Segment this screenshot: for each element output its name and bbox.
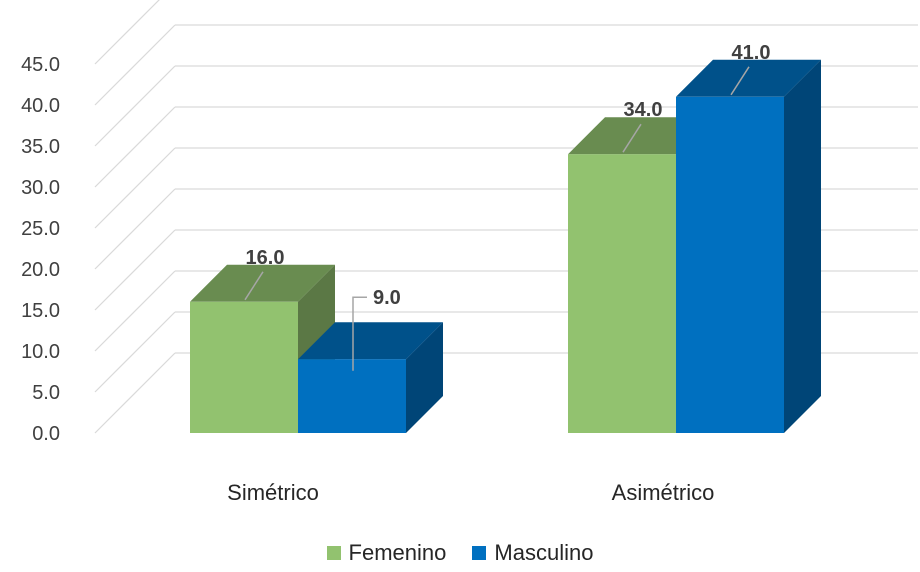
bar-front bbox=[676, 96, 784, 434]
gridline-diagonal bbox=[94, 147, 176, 229]
bar-front bbox=[298, 359, 406, 433]
bar-front bbox=[190, 301, 298, 433]
y-tick-label: 45.0 bbox=[21, 54, 60, 76]
y-tick-label: 5.0 bbox=[32, 382, 60, 404]
gridline-diagonal bbox=[94, 188, 176, 270]
category-label: Asimétrico bbox=[612, 480, 715, 505]
data-label: 16.0 bbox=[246, 247, 285, 269]
y-tick-label: 0.0 bbox=[32, 423, 60, 445]
x-axis: Simétrico Asimétrico bbox=[227, 480, 714, 505]
category-label: Simétrico bbox=[227, 480, 319, 505]
bar-side bbox=[406, 322, 443, 433]
data-label: 9.0 bbox=[373, 287, 401, 309]
y-tick-label: 20.0 bbox=[21, 259, 60, 281]
y-tick-label: 25.0 bbox=[21, 218, 60, 240]
data-labels: 16.0 34.0 9.0 41.0 bbox=[244, 42, 771, 371]
gridline-diagonal bbox=[94, 229, 176, 311]
gridline-diagonal bbox=[94, 311, 176, 393]
y-tick-label: 15.0 bbox=[21, 300, 60, 322]
legend-swatch-masculino bbox=[472, 546, 487, 560]
data-label: 34.0 bbox=[624, 99, 663, 121]
data-label: 41.0 bbox=[732, 42, 771, 64]
gridline-diagonal bbox=[94, 0, 160, 65]
gridline-diagonal bbox=[94, 24, 176, 106]
bar-masculino-0 bbox=[298, 322, 443, 433]
legend-label-masculino: Masculino bbox=[494, 540, 594, 565]
bar-top bbox=[190, 264, 335, 302]
y-tick-label: 35.0 bbox=[21, 136, 60, 158]
bar-masculino-1 bbox=[676, 59, 821, 434]
y-axis: 0.0 5.0 10.0 15.0 20.0 25.0 30.0 35.0 40.0 45.0 bbox=[21, 54, 60, 445]
leader-line bbox=[352, 296, 367, 371]
y-tick-label: 30.0 bbox=[21, 177, 60, 199]
legend-label-femenino: Femenino bbox=[348, 540, 447, 565]
gridline-diagonal bbox=[94, 352, 176, 434]
leader-line bbox=[244, 271, 264, 301]
gridline-diagonal bbox=[94, 270, 176, 352]
gridline-diagonal bbox=[94, 106, 176, 188]
bar-side bbox=[784, 59, 821, 434]
leader-line bbox=[730, 66, 750, 96]
legend-swatch-femenino bbox=[326, 546, 341, 560]
bar-front bbox=[568, 154, 676, 433]
leader-line bbox=[622, 123, 642, 153]
bar-top bbox=[298, 322, 443, 360]
legend-item-masculino: Masculino bbox=[472, 540, 593, 566]
y-tick-label: 40.0 bbox=[21, 95, 60, 117]
bars bbox=[190, 59, 821, 434]
gridline-diagonal bbox=[94, 65, 176, 147]
legend: Femenino Masculino bbox=[0, 540, 920, 566]
y-tick-label: 10.0 bbox=[21, 341, 60, 363]
legend-item-femenino: Femenino bbox=[326, 540, 447, 566]
bar-top bbox=[676, 59, 821, 97]
